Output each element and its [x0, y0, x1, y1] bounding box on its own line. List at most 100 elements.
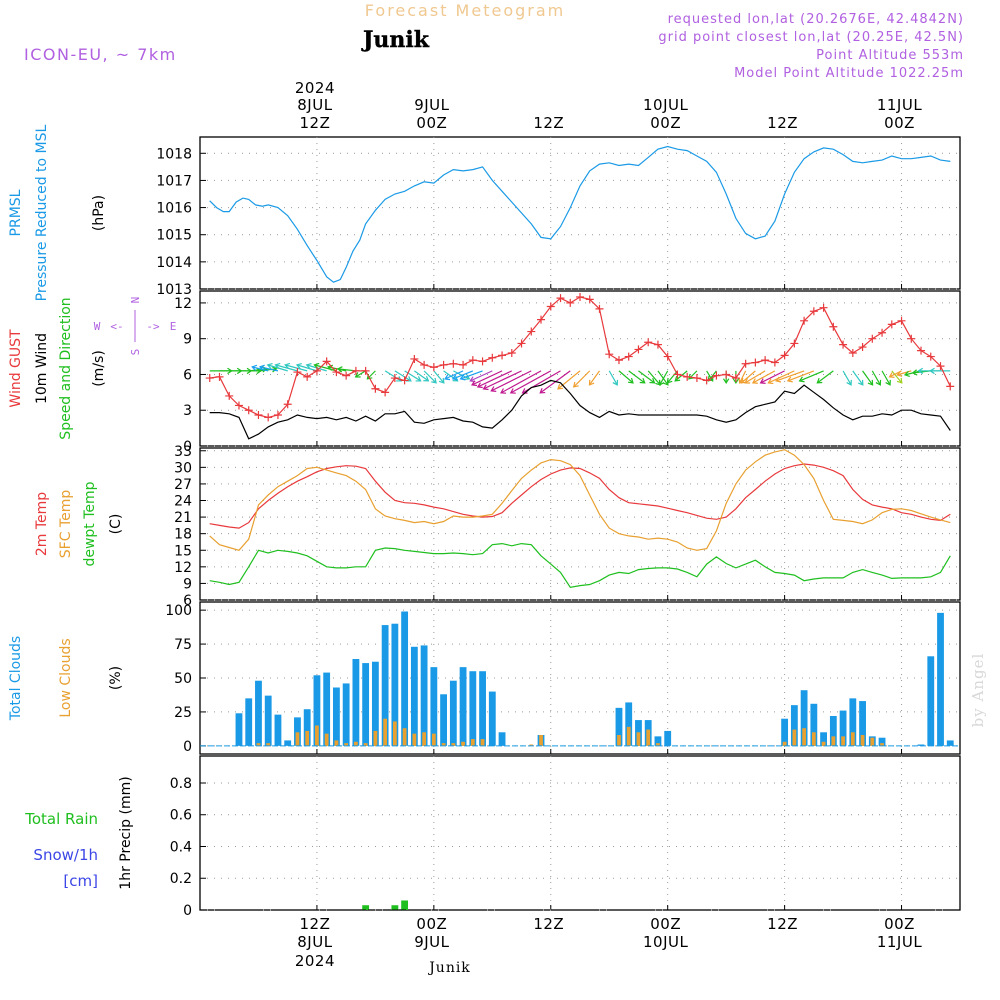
y-tick-label: 100 — [165, 603, 192, 619]
bar-low — [792, 729, 797, 746]
bar-low — [354, 741, 358, 746]
y-axis-label: Speed and Direction — [58, 297, 74, 439]
point-altitude: Point Altitude 553m — [816, 48, 964, 63]
bar-low — [295, 732, 300, 746]
y-tick-label: 6 — [183, 593, 192, 609]
gust-point-marker — [205, 374, 214, 383]
gust-point-marker — [770, 358, 779, 367]
bar-low — [880, 743, 884, 746]
bar-total — [401, 611, 409, 746]
wind-direction-arrow — [258, 368, 277, 372]
bar-low — [841, 736, 845, 746]
wind-arrow-head — [295, 362, 302, 370]
gust-point-marker — [488, 353, 497, 362]
wind-direction-arrow — [752, 370, 776, 384]
gust-point-marker — [566, 298, 575, 307]
bar-total — [352, 659, 360, 746]
gust-point-marker — [498, 351, 507, 360]
gust-point-marker — [371, 384, 380, 393]
location-title: Junik — [361, 27, 430, 53]
wind-arrow-head — [775, 376, 782, 383]
wind-direction-arrow — [433, 370, 445, 384]
y-tick-label: 12 — [174, 560, 192, 576]
bar-rain — [362, 905, 370, 910]
bar-total — [303, 709, 311, 746]
y-axis-label: Low Clouds — [58, 638, 74, 717]
series-line-2m — [209, 463, 951, 529]
y-tick-label: 30 — [174, 460, 192, 476]
gust-point-marker — [556, 294, 565, 303]
wind-arrow-head — [588, 379, 595, 386]
bar-low — [392, 721, 397, 746]
wind-arrow-head — [666, 377, 673, 384]
wind-arrow-head — [674, 375, 681, 382]
gust-point-marker — [312, 366, 321, 375]
wind-arrow-head — [875, 379, 882, 386]
wind-direction-arrow — [423, 370, 437, 384]
bar-total — [839, 710, 847, 746]
bar-total — [927, 656, 935, 746]
model-altitude: Model Point Altitude 1022.25m — [734, 66, 964, 81]
bar-total — [479, 671, 486, 746]
bar-rain — [391, 905, 399, 910]
y-axis-label: SFC Temp — [58, 490, 74, 559]
gust-point-marker — [361, 366, 370, 375]
bottom-axis-hour-label: 00Z — [416, 915, 447, 933]
wind-arrow-head — [722, 378, 730, 385]
wind-arrow-head — [476, 382, 483, 389]
wind-arrow-head — [500, 388, 507, 394]
gust-point-marker — [946, 382, 955, 391]
y-tick-label: 27 — [174, 477, 192, 493]
wind-arrow-head — [846, 379, 852, 386]
bottom-axis-hour-label: 12Z — [299, 915, 330, 933]
bar-total — [342, 683, 350, 746]
gust-point-marker — [459, 360, 468, 369]
gust-point-marker — [527, 327, 536, 336]
gust-point-marker — [322, 357, 331, 366]
gust-point-marker — [273, 411, 282, 419]
panel-frame — [199, 136, 961, 290]
wind-direction-arrow — [296, 364, 318, 372]
gust-point-marker — [887, 320, 896, 329]
y-tick-label: 1013 — [156, 282, 192, 298]
y-tick-label: 21 — [174, 510, 192, 526]
wind-arrow-head — [744, 378, 751, 384]
gust-point-marker — [878, 328, 887, 337]
gust-point-marker — [390, 374, 399, 383]
y-tick-label: 9 — [183, 332, 192, 348]
bar-total — [245, 698, 253, 746]
gust-point-marker — [332, 368, 341, 377]
gust-point-marker — [809, 307, 818, 316]
top-axis-hour-label: 12Z — [299, 114, 330, 132]
bar-low — [470, 739, 475, 746]
gust-point-marker — [420, 360, 429, 369]
compass-south-label: S — [129, 349, 142, 356]
gust-point-marker — [410, 354, 419, 363]
gust-point-marker — [595, 304, 604, 313]
bar-low — [412, 733, 417, 746]
wind-direction-arrow — [500, 370, 542, 394]
bar-low — [461, 741, 465, 746]
wind-direction-arrow — [404, 370, 421, 382]
gust-point-marker — [848, 349, 857, 357]
bar-total — [654, 736, 662, 746]
wind-arrow-head — [274, 362, 281, 369]
bar-low — [315, 725, 319, 746]
panel-frame — [199, 447, 961, 601]
bar-low — [441, 743, 446, 746]
wind-arrow-head — [639, 377, 646, 384]
gust-point-marker — [839, 340, 848, 349]
bar-total — [488, 691, 496, 746]
wind-direction-arrow — [871, 370, 881, 386]
top-axis-hour-label: 12Z — [533, 114, 564, 132]
y-tick-label: 0.4 — [170, 839, 192, 855]
series-line-pressure — [209, 145, 951, 283]
requested-coords: requested lon,lat (20.2676E, 42.4842N) — [668, 12, 964, 27]
bar-total — [625, 702, 633, 746]
y-axis-label: 1hr Precip (mm) — [118, 776, 134, 889]
bar-total — [255, 680, 262, 746]
panel-precip: 0 0.2 0.4 0.6 0.8 1hr Precip (mm) Total Rain Sn… — [24, 755, 961, 919]
series-line-sfc — [209, 449, 951, 551]
wind-direction-arrow — [647, 370, 661, 386]
